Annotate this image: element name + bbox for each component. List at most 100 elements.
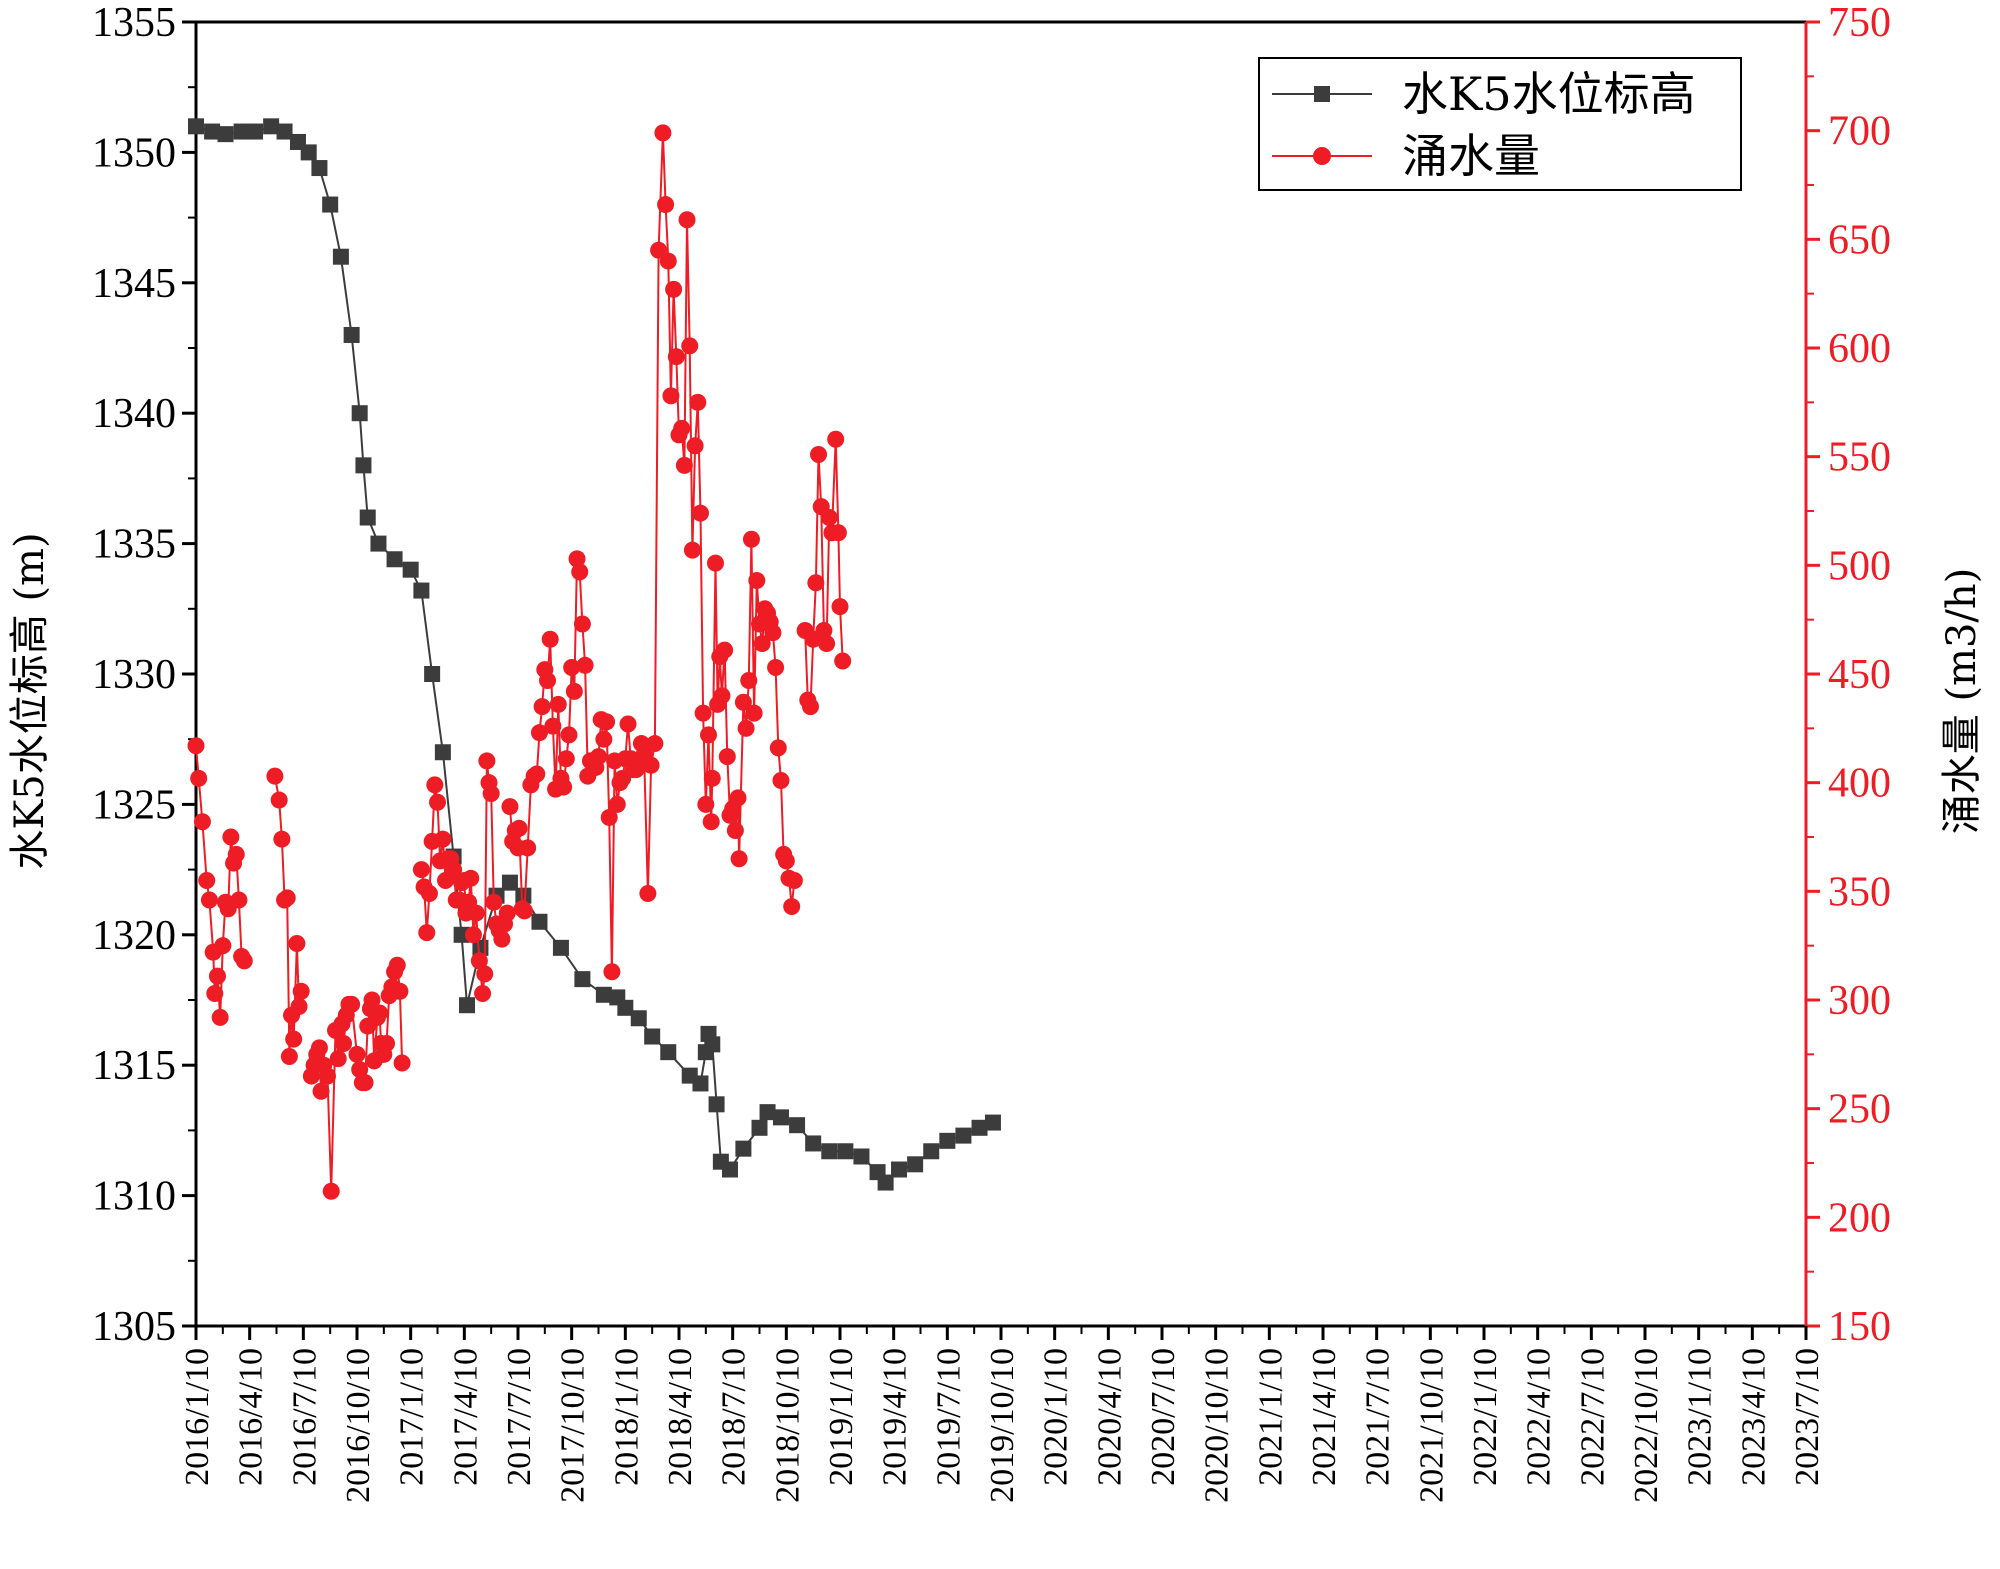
water-level-point	[891, 1161, 908, 1178]
inflow-point	[391, 982, 409, 1000]
inflow-point	[831, 598, 849, 616]
left-y-axis: 1305 1310 1315 1320 1325 1330 1335 1340 1345 1350…	[92, 0, 196, 1350]
x-tick-label: 2016/1/10	[179, 1348, 216, 1486]
inflow-point	[280, 1048, 298, 1066]
inflow-point	[726, 821, 744, 839]
water-level-point	[907, 1156, 924, 1173]
x-tick-label: 2016/4/10	[233, 1348, 270, 1486]
right-tick-label: 350	[1828, 869, 1891, 915]
water-level-point	[984, 1114, 1001, 1131]
x-tick-label: 2020/4/10	[1091, 1348, 1128, 1486]
right-tick-label: 650	[1828, 217, 1891, 263]
inflow-point	[198, 871, 216, 889]
inflow-point	[335, 1034, 353, 1052]
inflow-point	[474, 984, 492, 1002]
inflow-point	[742, 530, 760, 548]
x-tick-label: 2021/7/10	[1360, 1348, 1397, 1486]
right-tick-label: 450	[1828, 652, 1891, 698]
inflow-point	[393, 1054, 411, 1072]
inflow-point	[318, 1067, 336, 1085]
inflow-point	[745, 704, 763, 722]
right-tick-label: 200	[1828, 1195, 1891, 1241]
x-tick-label: 2017/1/10	[394, 1348, 431, 1486]
inflow-point	[563, 658, 581, 676]
right-tick-label: 300	[1828, 978, 1891, 1024]
inflow-point	[312, 1082, 330, 1100]
inflow-point	[555, 778, 573, 796]
series-inflow	[187, 124, 852, 1200]
inflow-point	[498, 904, 516, 922]
inflow-point	[273, 830, 291, 848]
inflow-point	[694, 704, 712, 722]
inflow-point	[501, 798, 519, 816]
inflow-point	[740, 672, 758, 690]
inflow-point	[211, 1008, 229, 1026]
x-tick-label: 2018/4/10	[662, 1348, 699, 1486]
x-tick-label: 2018/7/10	[716, 1348, 753, 1486]
x-tick-label: 2017/7/10	[501, 1348, 538, 1486]
right-tick-label: 700	[1828, 109, 1891, 155]
left-tick-label: 1315	[92, 1043, 176, 1089]
water-level-point	[821, 1143, 838, 1160]
water-level-point	[402, 561, 419, 578]
x-tick-label: 2018/10/10	[769, 1348, 806, 1503]
inflow-point	[467, 904, 485, 922]
inflow-point	[214, 937, 232, 955]
inflow-point	[665, 280, 683, 298]
inflow-point	[785, 871, 803, 889]
inflow-point	[827, 430, 845, 448]
right-axis-title: 涌水量 (m3/h)	[1939, 568, 1985, 835]
inflow-point	[573, 615, 591, 633]
inflow-point	[767, 658, 785, 676]
water-level-point	[355, 457, 372, 474]
right-tick-label: 250	[1828, 1087, 1891, 1133]
inflow-line	[508, 132, 796, 972]
inflow-point	[388, 956, 406, 974]
x-tick-label: 2021/1/10	[1252, 1348, 1289, 1486]
inflow-point	[716, 641, 734, 659]
inflow-point	[476, 965, 494, 983]
water-level-point	[877, 1174, 894, 1191]
inflow-point	[834, 652, 852, 670]
inflow-point	[206, 984, 224, 1002]
inflow-point	[187, 737, 205, 755]
x-tick-label: 2020/1/10	[1038, 1348, 1075, 1486]
water-level-point	[751, 1119, 768, 1136]
water-level-point	[630, 1010, 647, 1027]
inflow-point	[764, 624, 782, 642]
inflow-point	[445, 861, 463, 879]
inflow-point	[515, 902, 533, 920]
inflow-point	[657, 196, 675, 214]
inflow-point	[729, 789, 747, 807]
inflow-point	[533, 698, 551, 716]
left-tick-label: 1355	[92, 0, 176, 46]
water-level-point	[939, 1132, 956, 1149]
legend-swatch-marker-inflow	[1313, 147, 1331, 165]
water-level-point	[300, 144, 317, 161]
inflow-point	[678, 211, 696, 229]
inflow-point	[691, 504, 709, 522]
water-level-point	[708, 1096, 725, 1113]
left-tick-label: 1330	[92, 652, 176, 698]
inflow-point	[702, 813, 720, 831]
water-level-point	[501, 874, 518, 891]
legend-label-inflow: 涌水量	[1402, 129, 1540, 183]
inflow-point	[230, 891, 248, 909]
inflow-point	[222, 828, 240, 846]
water-level-point	[188, 118, 204, 135]
inflow-point	[530, 724, 548, 742]
inflow-point	[493, 930, 511, 948]
inflow-point	[418, 924, 436, 942]
water-level-point	[322, 196, 339, 213]
water-level-point	[453, 926, 470, 943]
right-y-axis: 150 200 250 300 350 400 450 500 550 600 650 700 750	[1806, 0, 1891, 1350]
right-tick-label: 500	[1828, 543, 1891, 589]
inflow-point	[818, 635, 836, 653]
series-water-level	[188, 118, 1001, 1191]
inflow-point	[270, 791, 288, 809]
inflow-point	[565, 682, 583, 700]
water-level-point	[789, 1117, 806, 1134]
x-tick-label: 2017/10/10	[555, 1348, 592, 1503]
legend-swatch-marker-water-level	[1314, 86, 1330, 102]
